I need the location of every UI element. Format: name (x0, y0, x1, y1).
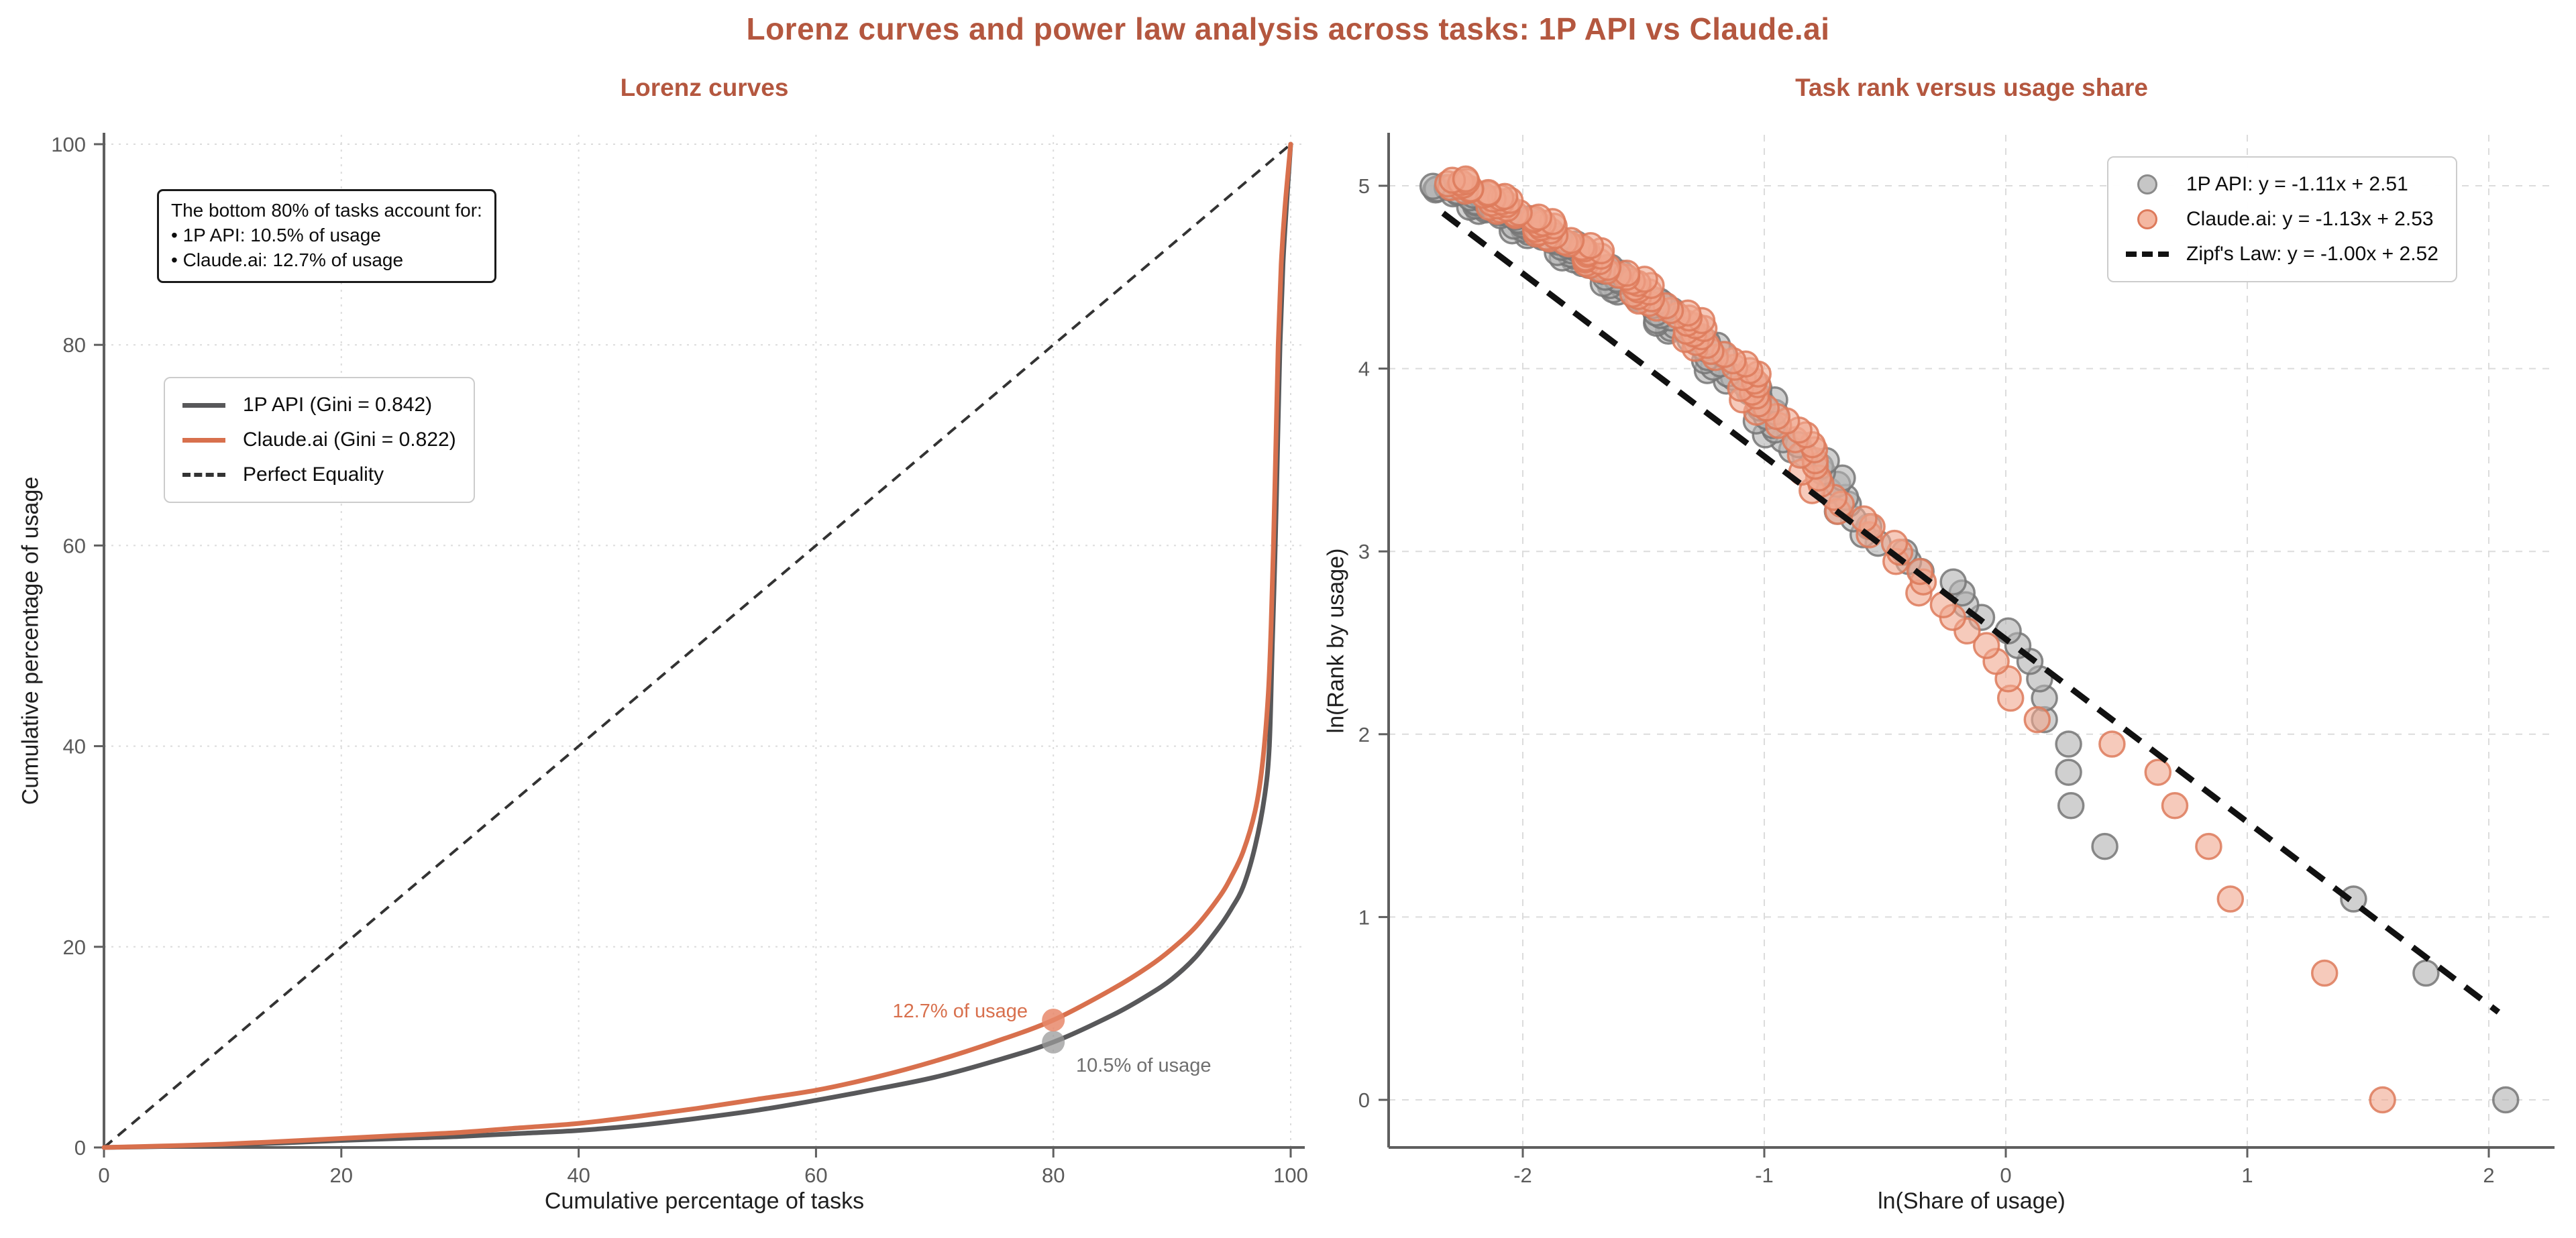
figure-title: Lorenz curves and power law analysis acr… (746, 11, 1830, 46)
legend-item-1p-api: 1P API (Gini = 0.842) (182, 388, 456, 423)
lorenz-x-tick-label: 40 (567, 1164, 590, 1187)
lorenz-y-tick-label: 0 (74, 1136, 86, 1160)
scatter-point-claude-ai (1972, 632, 2000, 659)
lorenz-xaxis-label: Cumulative percentage of tasks (544, 1188, 865, 1214)
annotation-line-3: • Claude.ai: 12.7% of usage (171, 249, 404, 271)
lorenz-curve-1p-api (101, 142, 1293, 1150)
powerlaw-y-tick-label: 5 (1358, 174, 1370, 198)
zipf-dashed-line-swatch-icon (2126, 251, 2169, 257)
perfect-equality-line (103, 143, 1292, 1149)
legend-label: Perfect Equality (243, 463, 384, 486)
powerlaw-x-tick-label: 2 (2483, 1164, 2494, 1187)
marker-claude-ai-80 (1042, 1009, 1065, 1032)
lorenz-y-tick-label: 40 (63, 735, 86, 758)
scatter-point-1p-api (2491, 1086, 2520, 1114)
powerlaw-legend: 1P API: y = -1.11x + 2.51 Claude.ai: y =… (2107, 156, 2457, 282)
zipf-law-line (1441, 211, 2501, 1015)
legend-label: 1P API (Gini = 0.842) (243, 394, 433, 416)
powerlaw-y-tick-label: 2 (1358, 723, 1370, 746)
scatter-point-1p-api (2057, 792, 2085, 820)
1p-api-dot-swatch-icon (2126, 174, 2169, 194)
scatter-point-1p-api (1939, 568, 1967, 596)
legend-label: 1P API: y = -1.11x + 2.51 (2186, 173, 2408, 195)
powerlaw-x-tick-label: -1 (1755, 1164, 1774, 1187)
lorenz-legend: 1P API (Gini = 0.842) Claude.ai (Gini = … (164, 377, 475, 503)
legend-label: Zipf's Law: y = -1.00x + 2.52 (2186, 243, 2438, 265)
scatter-point-claude-ai (2161, 792, 2189, 820)
equality-dashed-line-swatch-icon (182, 473, 225, 477)
1p-api-line-swatch-icon (182, 402, 225, 408)
powerlaw-title: Task rank versus usage share (1795, 74, 2148, 101)
lorenz-x-tick-label: 80 (1042, 1164, 1065, 1187)
lorenz-x-tick-label: 100 (1273, 1164, 1308, 1187)
legend-item-perfect-equality: Perfect Equality (182, 457, 456, 492)
powerlaw-y-tick-label: 0 (1358, 1088, 1370, 1112)
powerlaw-xaxis-label: ln(Share of usage) (1878, 1188, 2065, 1214)
lorenz-y-tick-label: 20 (63, 936, 86, 959)
claude-ai-dot-swatch-icon (2126, 209, 2169, 229)
lorenz-x-tick-label: 60 (804, 1164, 827, 1187)
legend-label: Claude.ai: y = -1.13x + 2.53 (2186, 208, 2434, 230)
scatter-point-claude-ai (2310, 959, 2339, 987)
legend-item-claude-ai-fit: Claude.ai: y = -1.13x + 2.53 (2126, 202, 2438, 237)
scatter-point-1p-api (2055, 758, 2082, 786)
annotation-line-1: The bottom 80% of tasks account for: (171, 200, 482, 221)
scatter-point-claude-ai (1452, 165, 1480, 193)
powerlaw-x-tick-label: 0 (2000, 1164, 2011, 1187)
lorenz-title: Lorenz curves (620, 74, 789, 101)
lorenz-curve-claude-ai (101, 142, 1293, 1150)
legend-item-zipfs-law: Zipf's Law: y = -1.00x + 2.52 (2126, 237, 2438, 272)
annotation-line-2: • 1P API: 10.5% of usage (171, 225, 381, 246)
claude-usage-share-label: 12.7% of usage (892, 1001, 1028, 1022)
scatter-point-claude-ai (2144, 758, 2172, 786)
scatter-point-1p-api (2091, 832, 2118, 860)
lorenz-y-tick-label: 60 (63, 534, 86, 557)
lorenz-x-tick-label: 0 (98, 1164, 109, 1187)
scatter-point-1p-api (2055, 730, 2082, 758)
powerlaw-x-tick-label: 1 (2241, 1164, 2253, 1187)
lorenz-yaxis-label: Cumulative percentage of usage (17, 476, 44, 805)
powerlaw-y-tick-label: 4 (1358, 357, 1370, 381)
scatter-point-claude-ai (2369, 1086, 2396, 1114)
lorenz-y-tick-label: 100 (51, 133, 86, 156)
legend-label: Claude.ai (Gini = 0.822) (243, 429, 456, 451)
scatter-point-claude-ai (1850, 505, 1878, 532)
powerlaw-x-tick-label: -2 (1513, 1164, 1532, 1187)
1p-api-usage-share-label: 10.5% of usage (1076, 1055, 1212, 1076)
scatter-point-claude-ai (2098, 730, 2126, 758)
scatter-point-1p-api (2412, 959, 2440, 987)
scatter-point-claude-ai (2216, 885, 2245, 913)
claude-ai-line-swatch-icon (182, 437, 225, 443)
legend-item-claude-ai: Claude.ai (Gini = 0.822) (182, 423, 456, 457)
lorenz-x-tick-label: 20 (330, 1164, 353, 1187)
powerlaw-y-tick-label: 1 (1358, 905, 1370, 929)
marker-1p-api-80 (1042, 1030, 1065, 1054)
scatter-point-claude-ai (2023, 706, 2051, 734)
legend-item-1p-api-fit: 1P API: y = -1.11x + 2.51 (2126, 167, 2438, 202)
scatter-point-1p-api (2340, 885, 2367, 913)
powerlaw-y-tick-label: 3 (1358, 540, 1370, 563)
lorenz-y-tick-label: 80 (63, 333, 86, 357)
powerlaw-yaxis-label: ln(Rank by usage) (1323, 548, 1349, 734)
bottom-80-annotation: The bottom 80% of tasks account for: • 1… (157, 189, 496, 283)
scatter-point-claude-ai (2195, 832, 2222, 860)
